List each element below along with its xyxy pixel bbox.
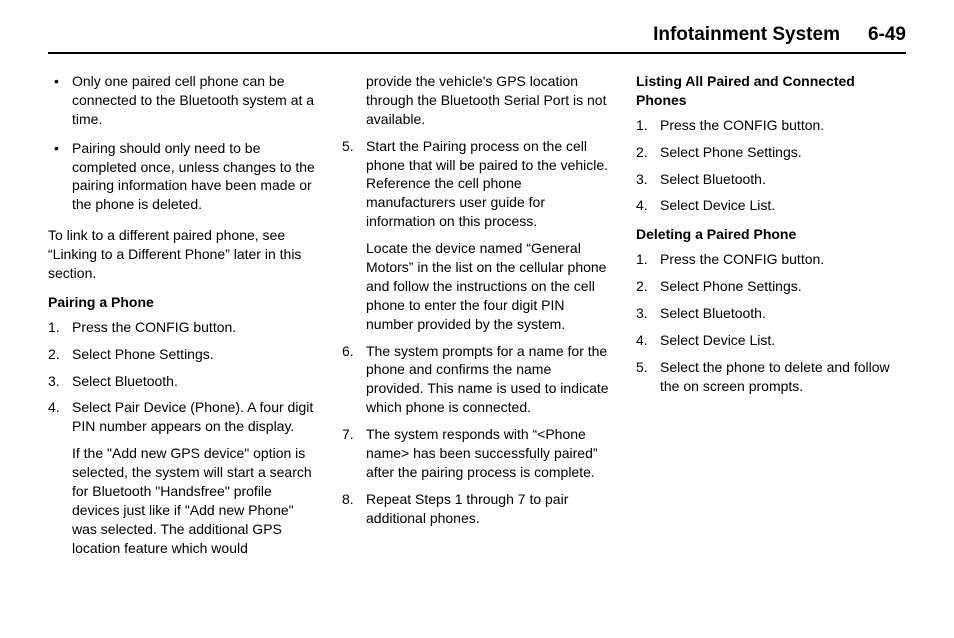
step-number: 3. [636, 304, 648, 323]
step-number: 3. [48, 372, 60, 391]
step-text: Select Bluetooth. [72, 373, 178, 389]
pairing-step: 4. Select Pair Device (Phone). A four dig… [48, 398, 318, 436]
step-text: Start the Pairing process on the cell ph… [366, 138, 608, 230]
step-text: Select the phone to delete and follow th… [660, 359, 890, 394]
step-text: Select Phone Settings. [72, 346, 214, 362]
step-text: Press the CONFIG button. [660, 251, 824, 267]
step-number: 5. [342, 137, 354, 156]
deleting-step: 4. Select Device List. [636, 331, 906, 350]
intro-bullet-list: Only one paired cell phone can be connec… [48, 72, 318, 214]
step-number: 2. [636, 277, 648, 296]
step-text: Select Pair Device (Phone). A four digit… [72, 399, 313, 434]
step-text: Select Bluetooth. [660, 171, 766, 187]
listing-step: 3. Select Bluetooth. [636, 170, 906, 189]
link-paragraph: To link to a different paired phone, see… [48, 226, 318, 283]
deleting-step: 5. Select the phone to delete and follow … [636, 358, 906, 396]
step-text: Press the CONFIG button. [72, 319, 236, 335]
step-number: 5. [636, 358, 648, 377]
column-1: Only one paired cell phone can be connec… [48, 72, 318, 566]
listing-heading: Listing All Paired and Connected Phones [636, 72, 906, 110]
step-number: 2. [48, 345, 60, 364]
pairing-step: 1. Press the CONFIG button. [48, 318, 318, 337]
pairing-steps: 1. Press the CONFIG button. 2. Select Phon… [48, 318, 318, 436]
pairing-step: 5. Start the Pairing process on the cell … [342, 137, 612, 231]
step-number: 4. [48, 398, 60, 417]
pairing-step: 2. Select Phone Settings. [48, 345, 318, 364]
deleting-step: 1. Press the CONFIG button. [636, 250, 906, 269]
pairing-step-sub: Locate the device named “General Motors”… [342, 239, 612, 333]
page-header: Infotainment System 6-49 [48, 24, 906, 54]
pairing-step: 7. The system responds with “<Phone name>… [342, 425, 612, 482]
step-text: Select Device List. [660, 197, 775, 213]
step-number: 3. [636, 170, 648, 189]
step-text: Select Phone Settings. [660, 144, 802, 160]
step-number: 1. [636, 250, 648, 269]
step-number: 8. [342, 490, 354, 509]
step-text: The system prompts for a name for the ph… [366, 343, 609, 416]
column-2: provide the vehicle's GPS location throu… [342, 72, 612, 566]
step-text: Select Device List. [660, 332, 775, 348]
listing-step: 2. Select Phone Settings. [636, 143, 906, 162]
step-number: 7. [342, 425, 354, 444]
pairing-step: 6. The system prompts for a name for the … [342, 342, 612, 418]
deleting-step: 2. Select Phone Settings. [636, 277, 906, 296]
step-number: 4. [636, 331, 648, 350]
pairing-step-sub: If the "Add new GPS device" option is se… [48, 444, 318, 557]
header-page-number: 6-49 [868, 24, 906, 46]
pairing-step: 8. Repeat Steps 1 through 7 to pair addit… [342, 490, 612, 528]
step-number: 1. [48, 318, 60, 337]
pairing-heading: Pairing a Phone [48, 293, 318, 312]
step-text: Select Phone Settings. [660, 278, 802, 294]
header-title: Infotainment System [653, 24, 840, 46]
pairing-steps-cont2: 6. The system prompts for a name for the … [342, 342, 612, 528]
step-text: Select Bluetooth. [660, 305, 766, 321]
step-text: Repeat Steps 1 through 7 to pair additio… [366, 491, 568, 526]
listing-step: 4. Select Device List. [636, 196, 906, 215]
deleting-steps: 1. Press the CONFIG button. 2. Select Phon… [636, 250, 906, 395]
content-columns: Only one paired cell phone can be connec… [48, 72, 906, 566]
deleting-heading: Deleting a Paired Phone [636, 225, 906, 244]
column-3: Listing All Paired and Connected Phones … [636, 72, 906, 566]
pairing-steps-cont: 5. Start the Pairing process on the cell … [342, 137, 612, 231]
step-text: The system responds with “<Phone name> h… [366, 426, 598, 480]
pairing-step-continuation: provide the vehicle's GPS location throu… [342, 72, 612, 129]
step-text: Press the CONFIG button. [660, 117, 824, 133]
listing-steps: 1. Press the CONFIG button. 2. Select Phon… [636, 116, 906, 216]
bullet-item: Pairing should only need to be completed… [48, 139, 318, 215]
step-number: 1. [636, 116, 648, 135]
listing-step: 1. Press the CONFIG button. [636, 116, 906, 135]
bullet-item: Only one paired cell phone can be connec… [48, 72, 318, 129]
document-page: Infotainment System 6-49 Only one paired… [0, 0, 954, 590]
step-number: 6. [342, 342, 354, 361]
step-number: 4. [636, 196, 648, 215]
pairing-step: 3. Select Bluetooth. [48, 372, 318, 391]
deleting-step: 3. Select Bluetooth. [636, 304, 906, 323]
step-number: 2. [636, 143, 648, 162]
